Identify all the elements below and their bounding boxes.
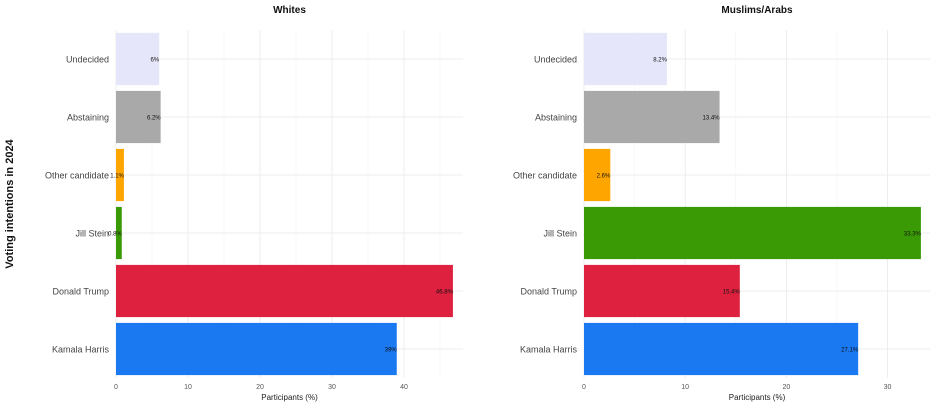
muslims-arabs-category-label: Donald Trump: [520, 287, 577, 297]
muslims-arabs-panel-title: Muslims/Arabs: [721, 5, 793, 16]
muslims-arabs-category-label: Kamala Harris: [520, 345, 578, 355]
whites-x-tick-label: 30: [328, 384, 336, 391]
whites-category-label: Jill Stein: [75, 229, 109, 239]
muslims-arabs-bar-jill-stein: [584, 206, 921, 260]
whites-bar-other-candidate: [116, 148, 124, 202]
whites-x-tick-label: 20: [256, 384, 264, 391]
whites-panel-title: Whites: [273, 5, 306, 16]
muslims-arabs-value-label: 2.6%: [597, 174, 611, 180]
whites-category-label: Undecided: [66, 55, 109, 65]
muslims-arabs-value-label: 33.3%: [904, 232, 922, 238]
whites-bar-kamala-harris: [116, 322, 397, 376]
muslims-arabs-bar-abstaining: [584, 90, 720, 144]
whites-category-label: Abstaining: [67, 113, 109, 123]
figure-y-axis-label: Voting intentions in 2024: [4, 138, 16, 268]
whites-value-label: 0.8%: [108, 232, 122, 238]
muslims-arabs-x-tick-label: 10: [681, 384, 689, 391]
muslims-arabs-category-label: Undecided: [534, 55, 577, 65]
whites-x-tick-label: 0: [114, 384, 118, 391]
whites-bar-jill-stein: [116, 206, 122, 260]
muslims-arabs-category-label: Jill Stein: [543, 229, 577, 239]
muslims-arabs-x-tick-label: 30: [884, 384, 892, 391]
whites-value-label: 39%: [385, 348, 398, 354]
whites-x-tick-label: 10: [184, 384, 192, 391]
whites-value-label: 6%: [151, 58, 160, 64]
whites-x-axis-label: Participants (%): [261, 393, 318, 402]
muslims-arabs-bar-undecided: [584, 32, 667, 86]
whites-category-label: Kamala Harris: [52, 345, 110, 355]
muslims-arabs-bar-kamala-harris: [584, 322, 859, 376]
whites-category-label: Donald Trump: [52, 287, 109, 297]
muslims-arabs-value-label: 27.1%: [841, 348, 859, 354]
muslims-arabs-value-label: 15.4%: [723, 290, 741, 296]
whites-bar-undecided: [116, 32, 160, 86]
whites-category-label: Other candidate: [45, 171, 109, 181]
muslims-arabs-x-axis-label: Participants (%): [729, 393, 786, 402]
muslims-arabs-category-label: Other candidate: [513, 171, 577, 181]
muslims-arabs-value-label: 13.4%: [703, 116, 721, 122]
muslims-arabs-value-label: 8.2%: [653, 58, 667, 64]
muslims-arabs-x-tick-label: 0: [582, 384, 586, 391]
muslims-arabs-category-label: Abstaining: [535, 113, 577, 123]
whites-value-label: 6.2%: [147, 116, 161, 122]
whites-bar-abstaining: [116, 90, 161, 144]
whites-value-label: 1.1%: [110, 174, 124, 180]
muslims-arabs-x-tick-label: 20: [782, 384, 790, 391]
muslims-arabs-bar-donald-trump: [584, 264, 740, 318]
whites-bar-donald-trump: [116, 264, 453, 318]
whites-x-tick-label: 40: [400, 384, 408, 391]
muslims-arabs-bar-other-candidate: [584, 148, 611, 202]
whites-value-label: 46.8%: [436, 290, 454, 296]
